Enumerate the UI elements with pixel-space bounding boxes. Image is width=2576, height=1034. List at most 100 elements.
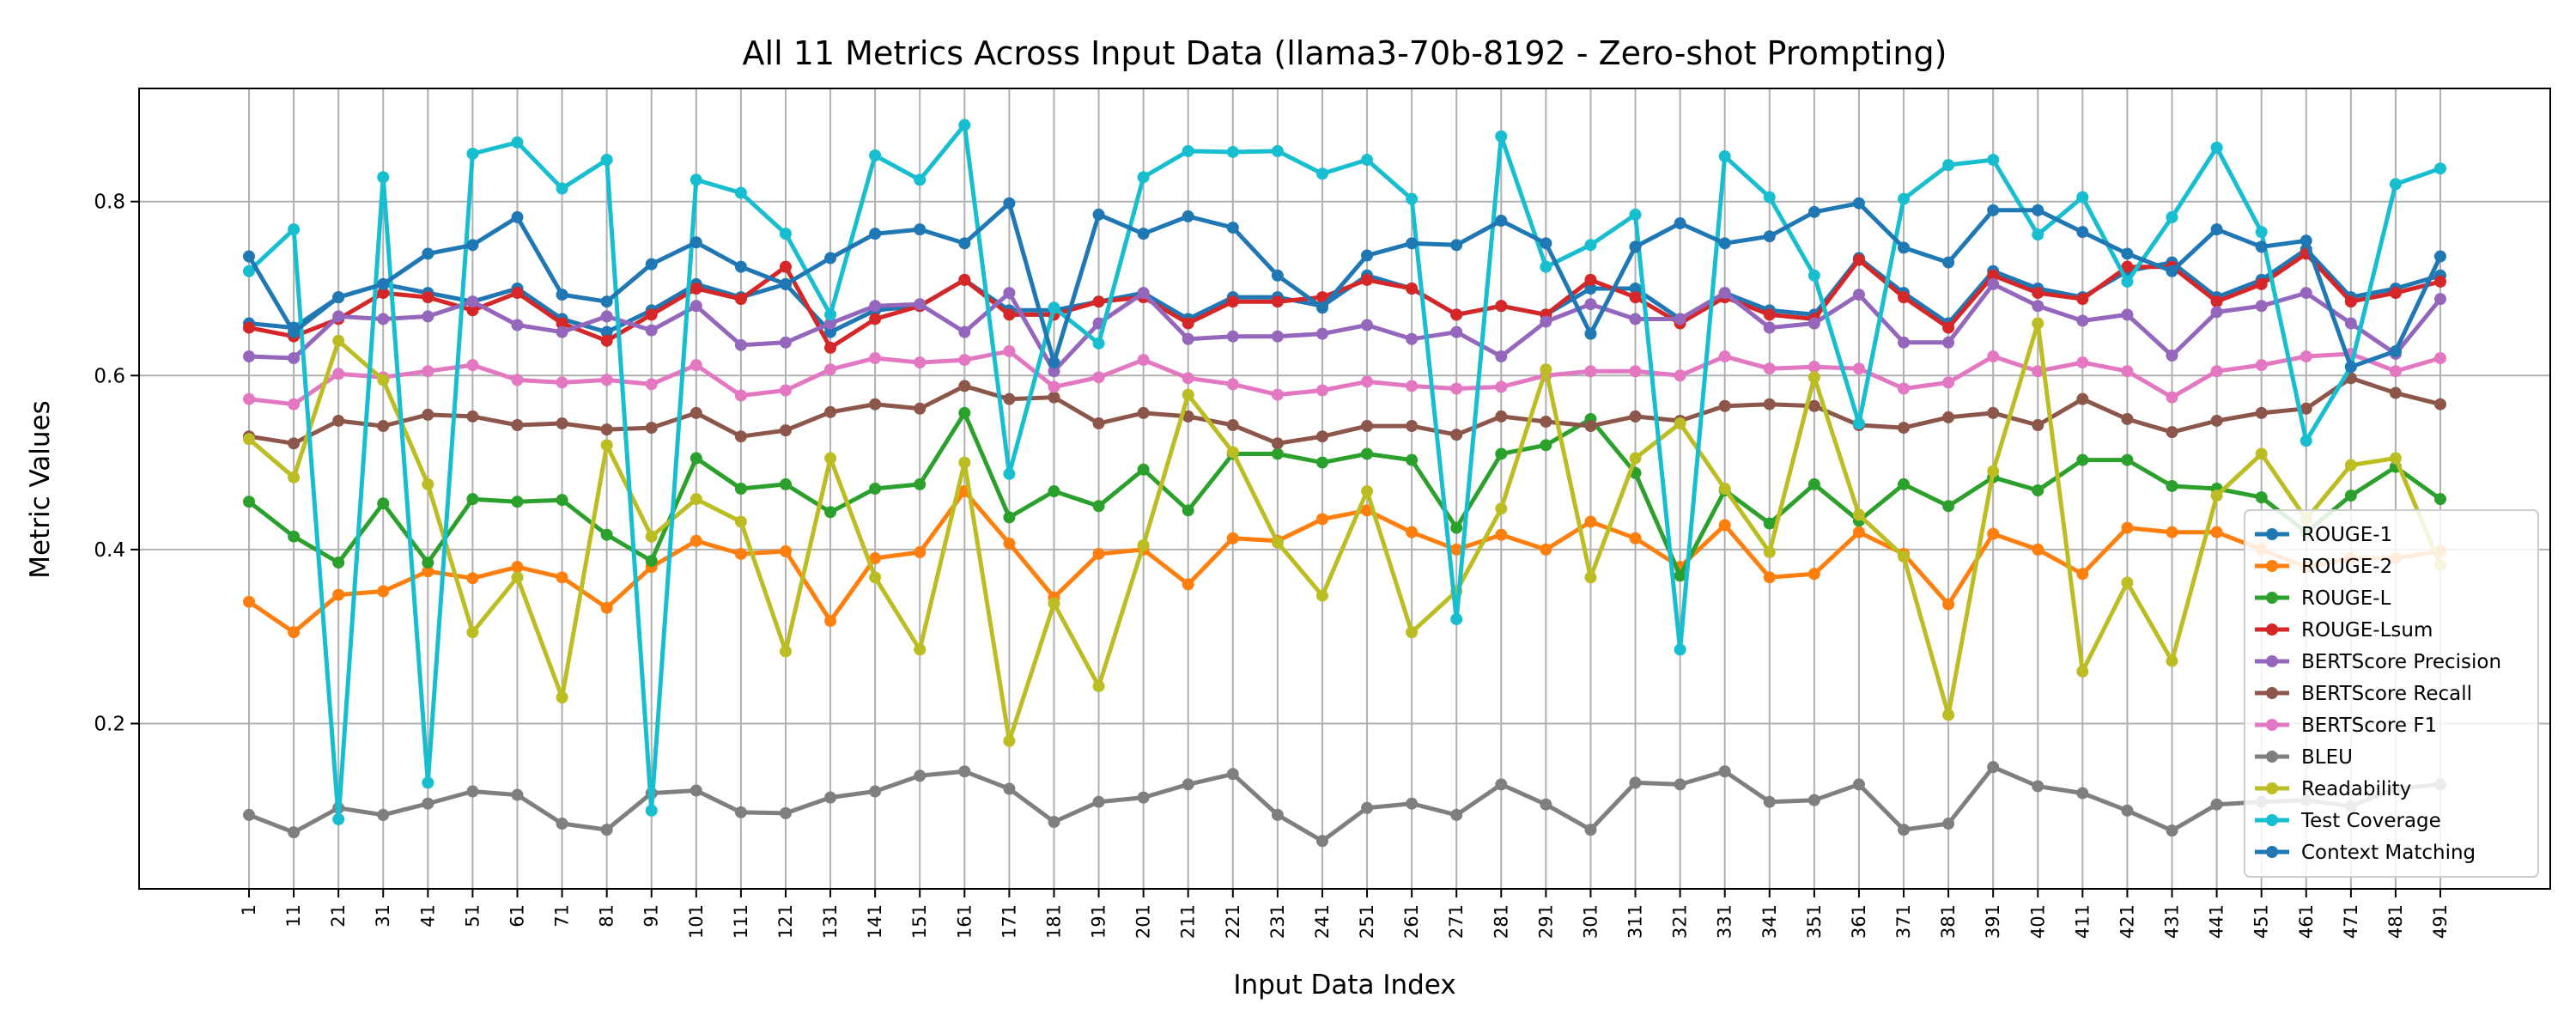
data-point xyxy=(332,310,345,323)
data-point xyxy=(2210,526,2223,538)
data-point xyxy=(1584,283,1597,295)
data-point xyxy=(2344,361,2357,374)
x-tick-label: 91 xyxy=(641,904,662,928)
data-series xyxy=(243,119,2446,848)
data-point xyxy=(243,433,255,446)
data-point xyxy=(1226,768,1239,781)
data-point xyxy=(556,494,568,507)
data-point xyxy=(466,572,479,585)
data-point xyxy=(2389,178,2402,191)
data-point xyxy=(1182,144,1194,157)
data-point xyxy=(779,806,792,819)
data-point xyxy=(690,236,702,249)
data-point xyxy=(2434,493,2446,506)
data-point xyxy=(1898,336,1911,349)
data-point xyxy=(422,557,434,569)
data-point xyxy=(1315,456,1328,469)
data-point xyxy=(1450,308,1463,321)
data-point xyxy=(690,300,702,313)
data-point xyxy=(1807,568,1820,581)
x-tick-label: 71 xyxy=(552,904,573,928)
data-point xyxy=(2210,365,2223,378)
data-point xyxy=(511,136,524,149)
data-point xyxy=(511,210,524,223)
x-tick-label: 1 xyxy=(239,904,259,915)
data-point xyxy=(1450,521,1463,534)
data-point xyxy=(377,585,390,598)
data-point xyxy=(1315,167,1328,180)
data-point xyxy=(869,571,882,584)
data-point xyxy=(377,313,390,325)
data-point xyxy=(2255,491,2268,504)
data-point xyxy=(1226,378,1239,391)
data-point xyxy=(1271,536,1284,549)
data-point xyxy=(1629,240,1642,253)
data-point xyxy=(422,310,434,323)
data-point xyxy=(466,147,479,160)
data-point xyxy=(2344,490,2357,502)
data-point xyxy=(2032,287,2044,300)
data-point xyxy=(914,477,927,490)
data-point xyxy=(1182,504,1194,517)
data-point xyxy=(1182,332,1194,345)
data-point xyxy=(1226,532,1239,544)
data-point xyxy=(1718,237,1731,250)
data-point xyxy=(869,149,882,162)
data-point xyxy=(1092,337,1105,350)
data-point xyxy=(690,784,702,797)
data-point xyxy=(2210,414,2223,427)
data-point xyxy=(1137,287,1150,300)
legend-marker xyxy=(2266,846,2278,858)
series-line xyxy=(246,282,2443,374)
data-point xyxy=(1629,208,1642,221)
data-point xyxy=(1495,130,1508,143)
data-point xyxy=(2344,459,2357,471)
data-point xyxy=(824,614,837,627)
x-tick-label: 201 xyxy=(1133,904,1154,939)
data-point xyxy=(1003,537,1016,550)
data-point xyxy=(332,291,345,304)
data-point xyxy=(690,173,702,186)
data-point xyxy=(914,298,927,311)
data-point xyxy=(914,402,927,415)
data-point xyxy=(1540,237,1552,250)
data-point xyxy=(1361,420,1374,433)
data-point xyxy=(779,277,792,290)
legend-marker xyxy=(2266,592,2278,604)
data-point xyxy=(2300,435,2312,447)
data-point xyxy=(600,310,613,323)
data-point xyxy=(1092,795,1105,808)
data-point xyxy=(1315,327,1328,340)
x-tick-label: 251 xyxy=(1357,904,1377,939)
data-point xyxy=(690,283,702,295)
data-point xyxy=(1092,371,1105,384)
data-point xyxy=(1315,301,1328,314)
data-point xyxy=(2255,359,2268,372)
data-point xyxy=(1315,291,1328,304)
data-point xyxy=(2076,226,2089,239)
data-point xyxy=(1807,371,1820,384)
data-point xyxy=(288,471,301,484)
data-point xyxy=(1629,776,1642,789)
data-point xyxy=(2300,402,2312,415)
y-tick-label: 0.8 xyxy=(94,192,125,214)
data-point xyxy=(1137,171,1150,184)
data-point xyxy=(1674,369,1686,382)
data-point xyxy=(1629,283,1642,295)
data-point xyxy=(600,601,613,614)
data-point xyxy=(377,497,390,510)
data-point xyxy=(2121,453,2134,466)
data-point xyxy=(600,423,613,436)
data-point xyxy=(243,265,255,277)
data-point xyxy=(1942,256,1955,269)
data-point xyxy=(869,352,882,365)
x-tick-label: 211 xyxy=(1178,904,1199,939)
data-point xyxy=(958,406,971,419)
data-point xyxy=(1763,191,1776,204)
data-point xyxy=(332,414,345,427)
data-point xyxy=(1718,399,1731,412)
data-point xyxy=(288,826,301,839)
data-point xyxy=(422,365,434,378)
data-point xyxy=(1406,237,1419,250)
x-tick-label: 161 xyxy=(954,904,975,939)
